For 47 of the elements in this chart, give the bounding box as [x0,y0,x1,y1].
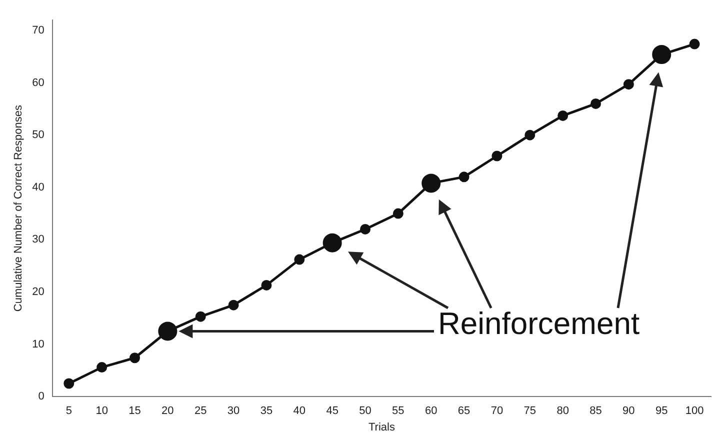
x-tick-label: 40 [293,405,306,418]
point [623,79,634,90]
annotation: Reinforcement [438,306,640,342]
x-tick-label: 20 [162,405,174,418]
y-tick-label: 50 [32,129,44,142]
y-tick-label: 30 [32,234,44,246]
point [360,224,371,234]
y-tick-label: 60 [32,76,44,89]
point [590,98,601,109]
point [492,150,502,162]
point [228,300,239,310]
x-tick-label: 35 [260,405,273,418]
x-tick-label: 55 [392,405,404,418]
x-tick-label: 75 [524,405,536,418]
x-tick-label: 5 [66,405,72,418]
y-axis-title: Cumulative Number of Correct Responses [12,104,25,312]
y-tick-label: 20 [32,286,44,298]
y-tick-label: 10 [32,338,44,350]
x-tick-label: 85 [590,405,602,418]
y-tick-label: 40 [32,181,44,194]
y-tick-label: 70 [32,24,44,36]
x-tick-label: 30 [227,405,240,418]
point [392,208,404,219]
point [96,362,108,373]
x-axis-title: Trials [368,421,396,434]
x-tick-label: 60 [424,405,438,418]
x-tick-label: 70 [490,405,504,418]
x-tick-label: 50 [359,405,372,418]
x-tick-label: 65 [458,405,470,418]
point [689,38,700,50]
point [294,254,305,265]
point [558,110,568,121]
x-tick-label: 25 [194,405,207,418]
x-tick-label: 45 [326,405,338,418]
point [195,311,206,322]
point [64,378,74,389]
y-tick-label: 0 [38,390,44,403]
x-tick-label: 10 [96,405,108,418]
x-tick-label: 90 [622,405,635,418]
x-tick-label: 95 [655,405,668,418]
point [130,352,140,364]
point [524,130,536,140]
x-tick-label: 100 [685,405,704,418]
x-tick-label: 80 [556,405,569,418]
x-tick-label: 15 [128,405,141,418]
point [458,172,470,182]
point [261,280,272,290]
